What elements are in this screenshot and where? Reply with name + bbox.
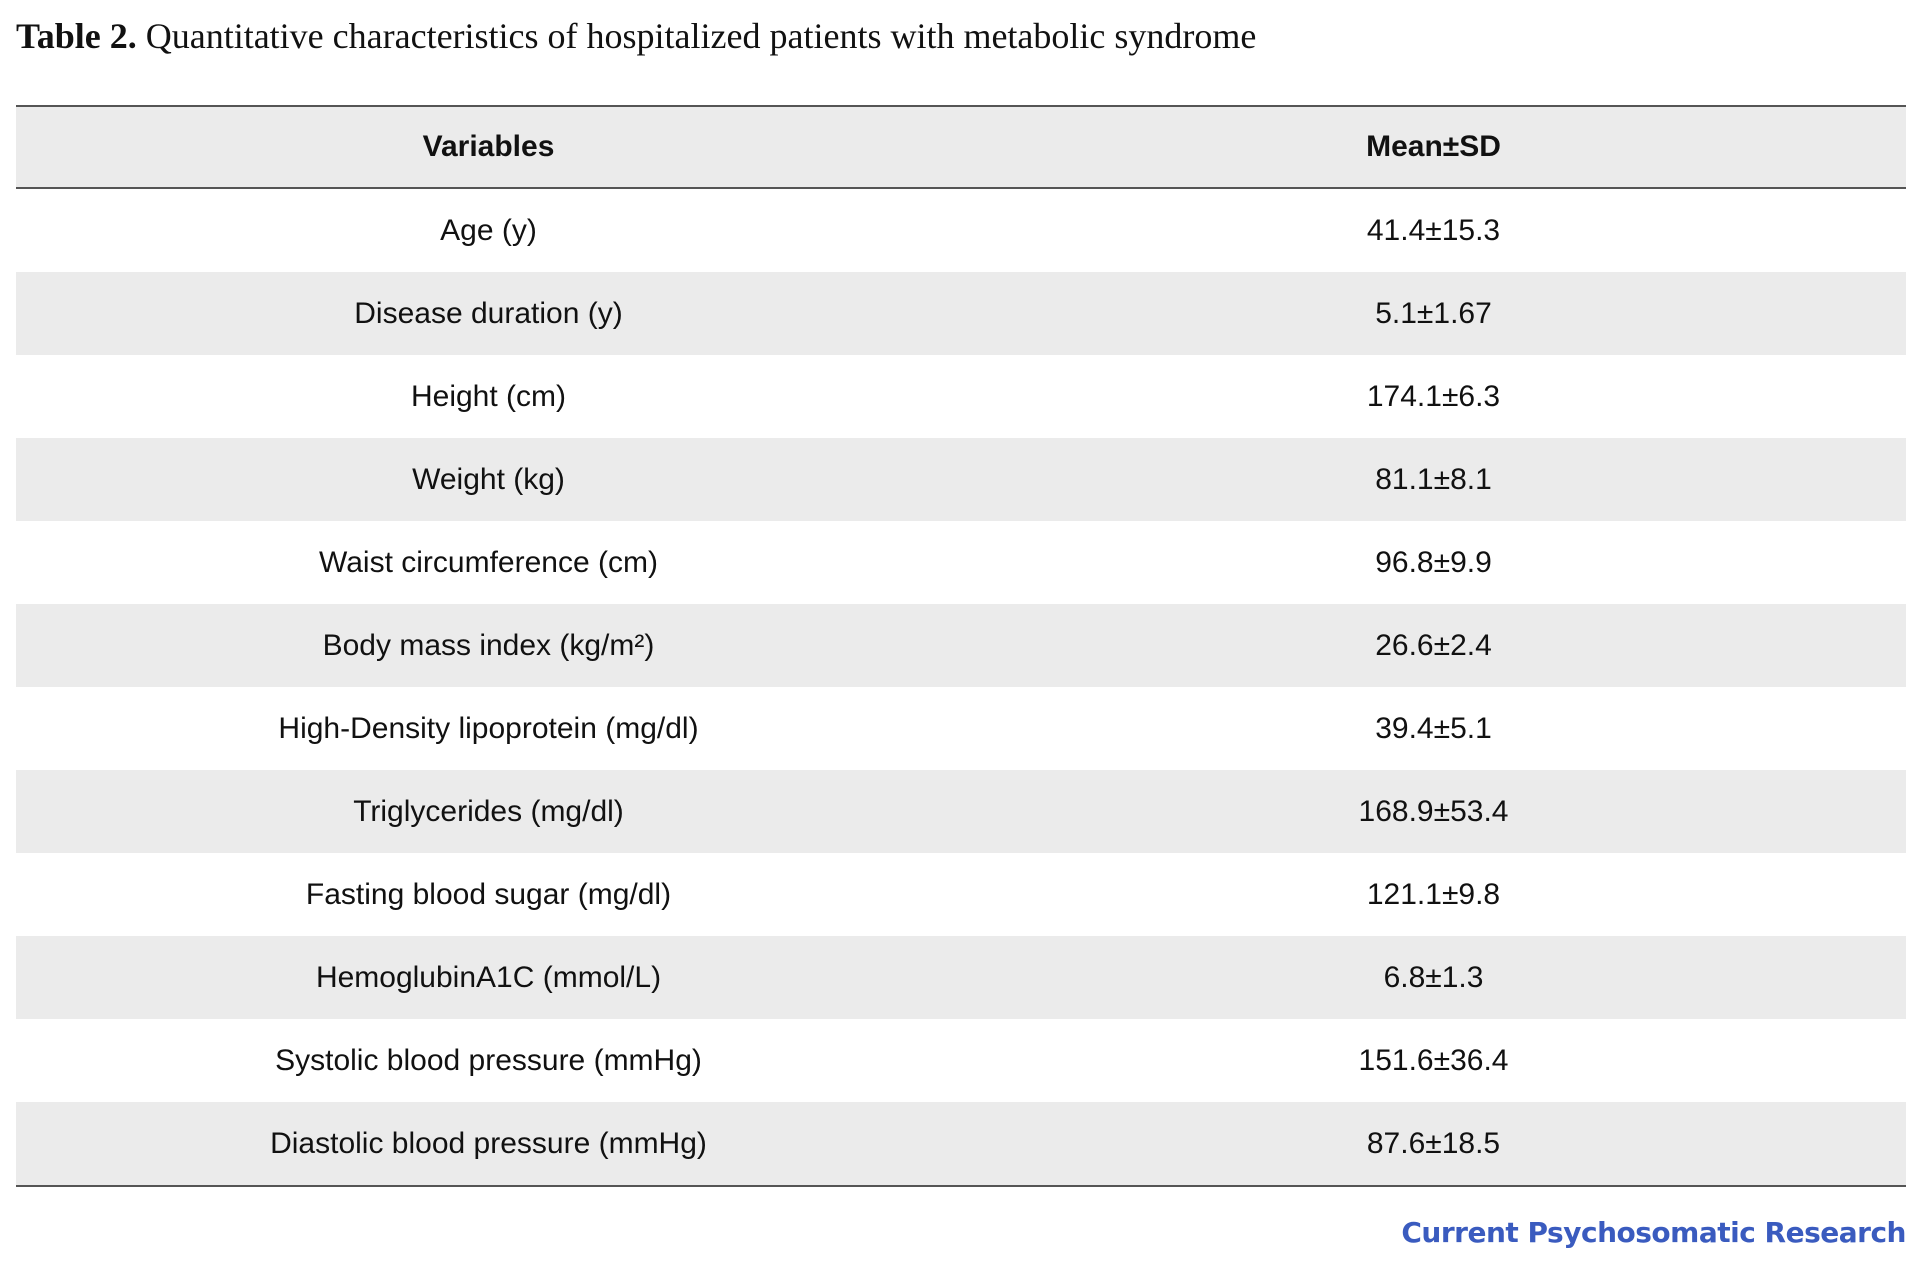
- value-cell: 6.8±1.3: [1383, 960, 1484, 994]
- table-row: Height (cm) 174.1±6.3: [16, 355, 1906, 438]
- table-row: Waist circumference (cm) 96.8±9.9: [16, 521, 1906, 604]
- table-row: Age (y) 41.4±15.3: [16, 188, 1906, 272]
- table-caption-text: Quantitative characteristics of hospital…: [145, 16, 1257, 56]
- column-header-variables: Variables: [422, 130, 555, 163]
- value-cell: 5.1±1.67: [1375, 296, 1492, 330]
- variable-cell: HemoglubinA1C (mmol/L): [315, 960, 662, 994]
- value-cell: 87.6±18.5: [1366, 1126, 1501, 1160]
- table-row: Fasting blood sugar (mg/dl) 121.1±9.8: [16, 853, 1906, 936]
- variable-cell: Weight (kg): [412, 462, 565, 496]
- table-caption-label: Table 2.: [16, 16, 137, 56]
- table-row: Systolic blood pressure (mmHg) 151.6±36.…: [16, 1019, 1906, 1102]
- table-row: Triglycerides (mg/dl) 168.9±53.4: [16, 770, 1906, 853]
- characteristics-table: Variables Mean±SD Age (y) 41.4±15.3 Dise…: [16, 105, 1906, 1187]
- variable-cell: Fasting blood sugar (mg/dl): [305, 877, 672, 911]
- table-row: Disease duration (y) 5.1±1.67: [16, 272, 1906, 355]
- journal-brand: Current Psychosomatic Research: [1401, 1216, 1906, 1249]
- value-cell: 81.1±8.1: [1375, 462, 1492, 496]
- value-cell: 96.8±9.9: [1375, 545, 1492, 579]
- value-cell: 174.1±6.3: [1366, 379, 1501, 413]
- value-cell: 121.1±9.8: [1366, 877, 1501, 911]
- value-cell: 41.4±15.3: [1366, 213, 1501, 247]
- variable-cell: Diastolic blood pressure (mmHg): [270, 1126, 707, 1160]
- value-cell: 151.6±36.4: [1358, 1043, 1509, 1077]
- table-caption: Table 2. Quantitative characteristics of…: [16, 12, 1256, 60]
- table-header-row: Variables Mean±SD: [16, 106, 1906, 188]
- table-row: HemoglubinA1C (mmol/L) 6.8±1.3: [16, 936, 1906, 1019]
- value-cell: 39.4±5.1: [1375, 711, 1492, 745]
- table-row: High-Density lipoprotein (mg/dl) 39.4±5.…: [16, 687, 1906, 770]
- table-row: Body mass index (kg/m²) 26.6±2.4: [16, 604, 1906, 687]
- table-row: Weight (kg) 81.1±8.1: [16, 438, 1906, 521]
- variable-cell: Systolic blood pressure (mmHg): [275, 1043, 702, 1077]
- variable-cell: High-Density lipoprotein (mg/dl): [278, 711, 699, 745]
- variable-cell: Height (cm): [410, 379, 567, 413]
- variable-cell: Waist circumference (cm): [319, 545, 658, 579]
- value-cell: 26.6±2.4: [1375, 628, 1492, 662]
- variable-cell: Age (y): [440, 213, 537, 247]
- variable-cell: Disease duration (y): [354, 296, 623, 330]
- data-table-container: Variables Mean±SD Age (y) 41.4±15.3 Dise…: [16, 105, 1906, 1187]
- variable-cell: Body mass index (kg/m²): [322, 628, 655, 662]
- value-cell: 168.9±53.4: [1358, 794, 1509, 828]
- table-row: Diastolic blood pressure (mmHg) 87.6±18.…: [16, 1102, 1906, 1186]
- column-header-mean-sd: Mean±SD: [1366, 130, 1501, 163]
- variable-cell: Triglycerides (mg/dl): [353, 794, 624, 828]
